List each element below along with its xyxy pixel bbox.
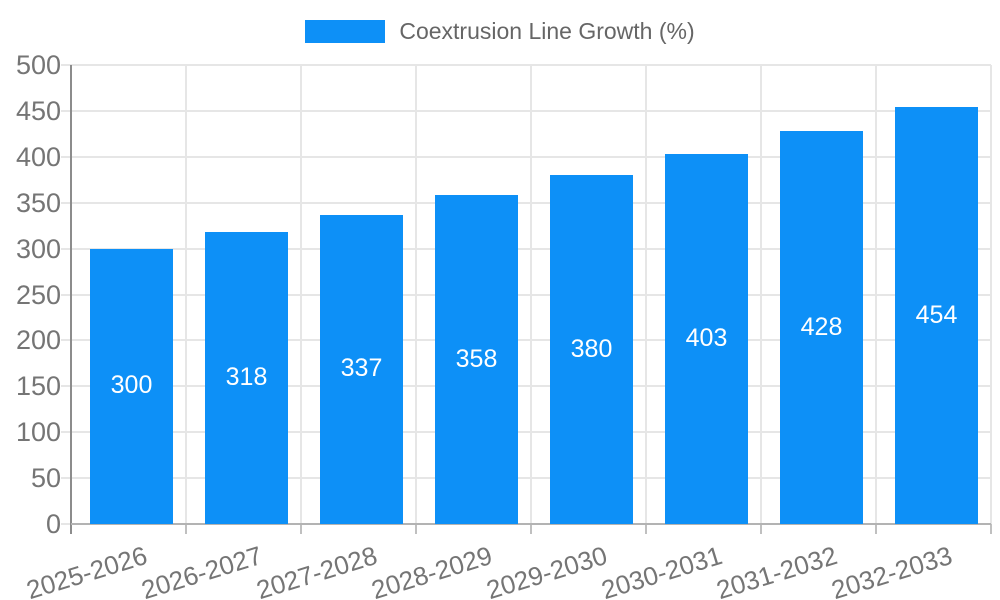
x-axis-tick xyxy=(185,524,187,534)
legend-label: Coextrusion Line Growth (%) xyxy=(399,18,695,44)
x-axis-tick xyxy=(300,524,302,534)
y-axis-tick-label: 450 xyxy=(15,95,61,126)
bar-value-label: 318 xyxy=(225,363,268,392)
y-axis-tick-label: 250 xyxy=(15,279,61,310)
bar-value-label: 428 xyxy=(800,312,843,341)
y-axis-tick xyxy=(61,155,71,158)
y-axis-tick xyxy=(61,431,71,434)
x-axis-category-label: 2029-2030 xyxy=(483,540,611,600)
bar[interactable]: 428 xyxy=(780,131,863,524)
y-axis-tick-label: 400 xyxy=(15,141,61,172)
bar[interactable]: 403 xyxy=(665,154,748,524)
gridline-vertical xyxy=(760,65,762,524)
x-axis-tick xyxy=(530,524,532,534)
bar-value-label: 337 xyxy=(340,354,383,383)
x-axis-category-label: 2032-2033 xyxy=(828,540,956,600)
x-axis-tick xyxy=(990,524,992,534)
bar[interactable]: 337 xyxy=(320,214,403,524)
bar[interactable]: 454 xyxy=(895,107,978,524)
bar-value-label: 403 xyxy=(685,324,728,352)
y-axis-tick-label: 500 xyxy=(15,50,61,80)
x-axis-category-label: 2026-2027 xyxy=(138,540,266,600)
y-axis-tick-label: 350 xyxy=(15,187,61,218)
y-axis-tick-label: 150 xyxy=(15,371,61,402)
bar[interactable]: 380 xyxy=(550,175,633,524)
gridline-vertical xyxy=(645,65,647,524)
y-axis-tick xyxy=(61,201,71,204)
legend-swatch xyxy=(305,20,386,43)
y-axis-tick xyxy=(61,385,71,388)
y-axis-tick xyxy=(61,523,71,525)
x-axis-tick xyxy=(760,524,762,534)
y-axis-tick-label: 300 xyxy=(15,233,61,264)
x-axis-category-label: 2027-2028 xyxy=(253,540,381,600)
bar[interactable]: 318 xyxy=(205,232,288,524)
y-axis-tick xyxy=(61,293,71,296)
x-axis-tick xyxy=(415,524,417,534)
x-axis-category-label: 2031-2032 xyxy=(713,540,841,600)
y-axis-line xyxy=(70,65,72,534)
y-axis-tick xyxy=(61,247,71,250)
x-axis-category-label: 2030-2031 xyxy=(598,540,726,600)
gridline-vertical xyxy=(300,65,302,524)
bar-value-label: 380 xyxy=(570,334,613,363)
bar[interactable]: 300 xyxy=(90,248,173,524)
y-axis-tick xyxy=(61,477,71,480)
gridline-vertical xyxy=(990,65,992,524)
y-axis-tick xyxy=(61,64,71,66)
x-axis-line xyxy=(71,523,991,525)
gridline-vertical xyxy=(875,65,877,524)
x-axis-tick xyxy=(875,524,877,534)
x-axis-tick xyxy=(645,524,647,534)
y-axis-tick xyxy=(61,109,71,112)
y-axis-tick-label: 100 xyxy=(15,417,61,448)
y-axis-tick-label: 50 xyxy=(30,463,61,494)
y-axis-tick-label: 200 xyxy=(15,325,61,356)
gridline-vertical xyxy=(415,65,417,524)
x-axis-category-label: 2025-2026 xyxy=(23,540,151,600)
legend-item-coextrusion-line-growth[interactable]: Coextrusion Line Growth (%) xyxy=(305,18,695,45)
bar-value-label: 454 xyxy=(915,300,958,329)
gridline-vertical xyxy=(185,65,187,524)
y-axis-tick xyxy=(61,339,71,342)
gridline-vertical xyxy=(530,65,532,524)
bar[interactable]: 358 xyxy=(435,195,518,524)
bar-value-label: 300 xyxy=(110,371,153,400)
y-axis-tick-label: 0 xyxy=(45,509,61,539)
x-axis-category-label: 2028-2029 xyxy=(368,540,496,600)
chart-legend: Coextrusion Line Growth (%) xyxy=(0,18,1000,45)
bar-value-label: 358 xyxy=(455,344,498,373)
